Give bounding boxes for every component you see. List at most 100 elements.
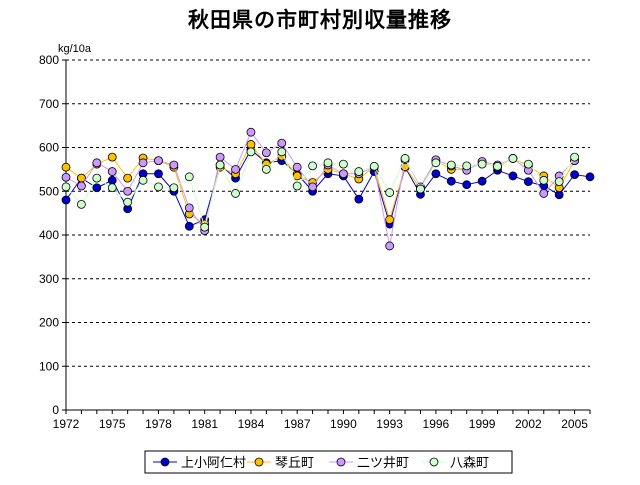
data-point-2-1993[interactable]	[385, 215, 395, 225]
data-point-1-1998[interactable]	[462, 180, 472, 190]
data-point-4-2001[interactable]	[508, 154, 518, 163]
data-point-4-1996[interactable]	[431, 158, 441, 168]
data-point-4-1979[interactable]	[169, 183, 179, 193]
data-point-2-1972[interactable]	[61, 162, 71, 172]
data-point-1-1980[interactable]	[184, 221, 194, 231]
data-point-1-2005[interactable]	[570, 170, 579, 180]
data-point-1-2001[interactable]	[508, 171, 518, 181]
y-tick-label-800: 800	[39, 53, 59, 67]
data-point-1-1974[interactable]	[92, 183, 102, 193]
data-point-3-1973[interactable]	[77, 181, 86, 191]
data-point-1-1978[interactable]	[154, 169, 163, 179]
y-tick-label-100: 100	[39, 359, 59, 373]
x-tick-label-1987: 1987	[284, 417, 311, 431]
y-tick-label-700: 700	[39, 97, 59, 111]
data-point-4-1995[interactable]	[416, 184, 425, 194]
data-point-3-1972[interactable]	[61, 172, 71, 182]
data-point-4-1999[interactable]	[477, 159, 487, 169]
data-point-4-2004[interactable]	[554, 177, 564, 187]
data-point-3-1983[interactable]	[231, 164, 240, 174]
data-point-4-1983[interactable]	[231, 189, 240, 198]
x-tick-label-1978: 1978	[145, 417, 172, 431]
x-tick-label-1972: 1972	[53, 417, 80, 431]
data-point-2-1984[interactable]	[246, 140, 256, 149]
legend-swatch-marker	[336, 457, 346, 467]
legend-label: 上小阿仁村	[181, 456, 246, 471]
x-tick-label-2002: 2002	[515, 417, 542, 431]
data-point-4-1993[interactable]	[385, 188, 395, 197]
data-point-4-1997[interactable]	[446, 160, 456, 170]
series-line-4	[65, 150, 576, 229]
data-point-4-1984[interactable]	[246, 147, 256, 157]
data-point-4-1972[interactable]	[61, 182, 71, 192]
data-point-4-1998[interactable]	[462, 161, 472, 171]
data-point-3-1982[interactable]	[215, 152, 225, 162]
data-point-4-1994[interactable]	[400, 154, 410, 163]
legend-box	[144, 450, 513, 474]
data-point-2-1976[interactable]	[123, 173, 133, 183]
data-point-4-2003[interactable]	[539, 175, 549, 185]
chart-title: 秋田県の市町村別収量推移	[188, 8, 452, 32]
data-point-3-1974[interactable]	[92, 158, 102, 168]
legend-label: 二ツ井町	[357, 456, 409, 471]
data-point-4-1978[interactable]	[154, 182, 163, 192]
data-point-2-1975[interactable]	[107, 152, 117, 162]
data-point-1-1996[interactable]	[431, 169, 441, 179]
x-tick-label-2005: 2005	[561, 417, 588, 431]
data-point-4-1980[interactable]	[184, 172, 194, 182]
y-tick-label-500: 500	[39, 184, 59, 198]
data-point-3-1986[interactable]	[277, 138, 287, 148]
data-point-4-2002[interactable]	[523, 159, 533, 169]
x-tick-label-1999: 1999	[469, 417, 496, 431]
data-point-3-1976[interactable]	[123, 186, 133, 196]
data-point-4-1977[interactable]	[138, 175, 148, 185]
data-point-4-1973[interactable]	[77, 199, 86, 209]
data-point-3-1987[interactable]	[292, 162, 302, 172]
x-tick-label-1993: 1993	[376, 417, 403, 431]
data-point-4-1981[interactable]	[200, 222, 210, 232]
y-axis-ticks: 0 100 200 300 400 500 600 700 800	[39, 53, 66, 417]
data-point-3-1988[interactable]	[308, 182, 317, 192]
data-point-3-1993[interactable]	[385, 241, 395, 251]
series-2	[61, 140, 579, 229]
y-tick-label-0: 0	[52, 403, 59, 417]
data-point-4-1991[interactable]	[354, 167, 364, 176]
data-point-3-1975[interactable]	[107, 167, 117, 176]
data-point-4-1986[interactable]	[277, 147, 287, 157]
data-point-3-1984[interactable]	[246, 127, 256, 137]
data-point-4-2000[interactable]	[493, 161, 502, 171]
data-point-4-2005[interactable]	[570, 152, 579, 162]
data-point-4-1974[interactable]	[92, 173, 102, 183]
x-axis-ticks: 1972 1975 1978 1981 1984 1987 1990 1993 1996 1999…	[53, 410, 591, 431]
data-point-1-2006[interactable]	[585, 172, 595, 182]
legend-label: 琴丘町	[275, 456, 314, 471]
data-point-1-1975[interactable]	[107, 175, 117, 185]
x-tick-label-1990: 1990	[330, 417, 357, 431]
data-point-1-1999[interactable]	[477, 176, 487, 186]
data-point-3-1990[interactable]	[339, 169, 348, 179]
data-point-3-1980[interactable]	[184, 203, 194, 213]
data-point-4-1987[interactable]	[292, 181, 302, 191]
data-point-4-1982[interactable]	[215, 160, 225, 170]
data-point-3-2003[interactable]	[539, 189, 549, 198]
data-point-3-1985[interactable]	[261, 148, 271, 158]
data-point-1-1997[interactable]	[446, 176, 456, 186]
data-point-3-1978[interactable]	[154, 156, 163, 166]
data-point-4-1976[interactable]	[123, 197, 133, 207]
data-point-3-1977[interactable]	[138, 158, 148, 168]
data-point-1-2002[interactable]	[523, 177, 533, 187]
data-point-4-1990[interactable]	[339, 159, 348, 169]
y-tick-label-400: 400	[39, 228, 59, 242]
data-point-1-1991[interactable]	[354, 194, 364, 204]
data-point-4-1975[interactable]	[107, 183, 117, 193]
y-tick-label-200: 200	[39, 316, 59, 330]
data-point-4-1985[interactable]	[261, 164, 271, 174]
series-line-3	[65, 131, 575, 247]
data-point-3-1979[interactable]	[169, 160, 179, 170]
data-point-4-1992[interactable]	[369, 161, 379, 171]
data-point-4-1989[interactable]	[323, 158, 333, 168]
data-point-1-1972[interactable]	[61, 195, 71, 205]
y-tick-label-300: 300	[39, 272, 59, 286]
data-point-4-1988[interactable]	[308, 161, 317, 171]
